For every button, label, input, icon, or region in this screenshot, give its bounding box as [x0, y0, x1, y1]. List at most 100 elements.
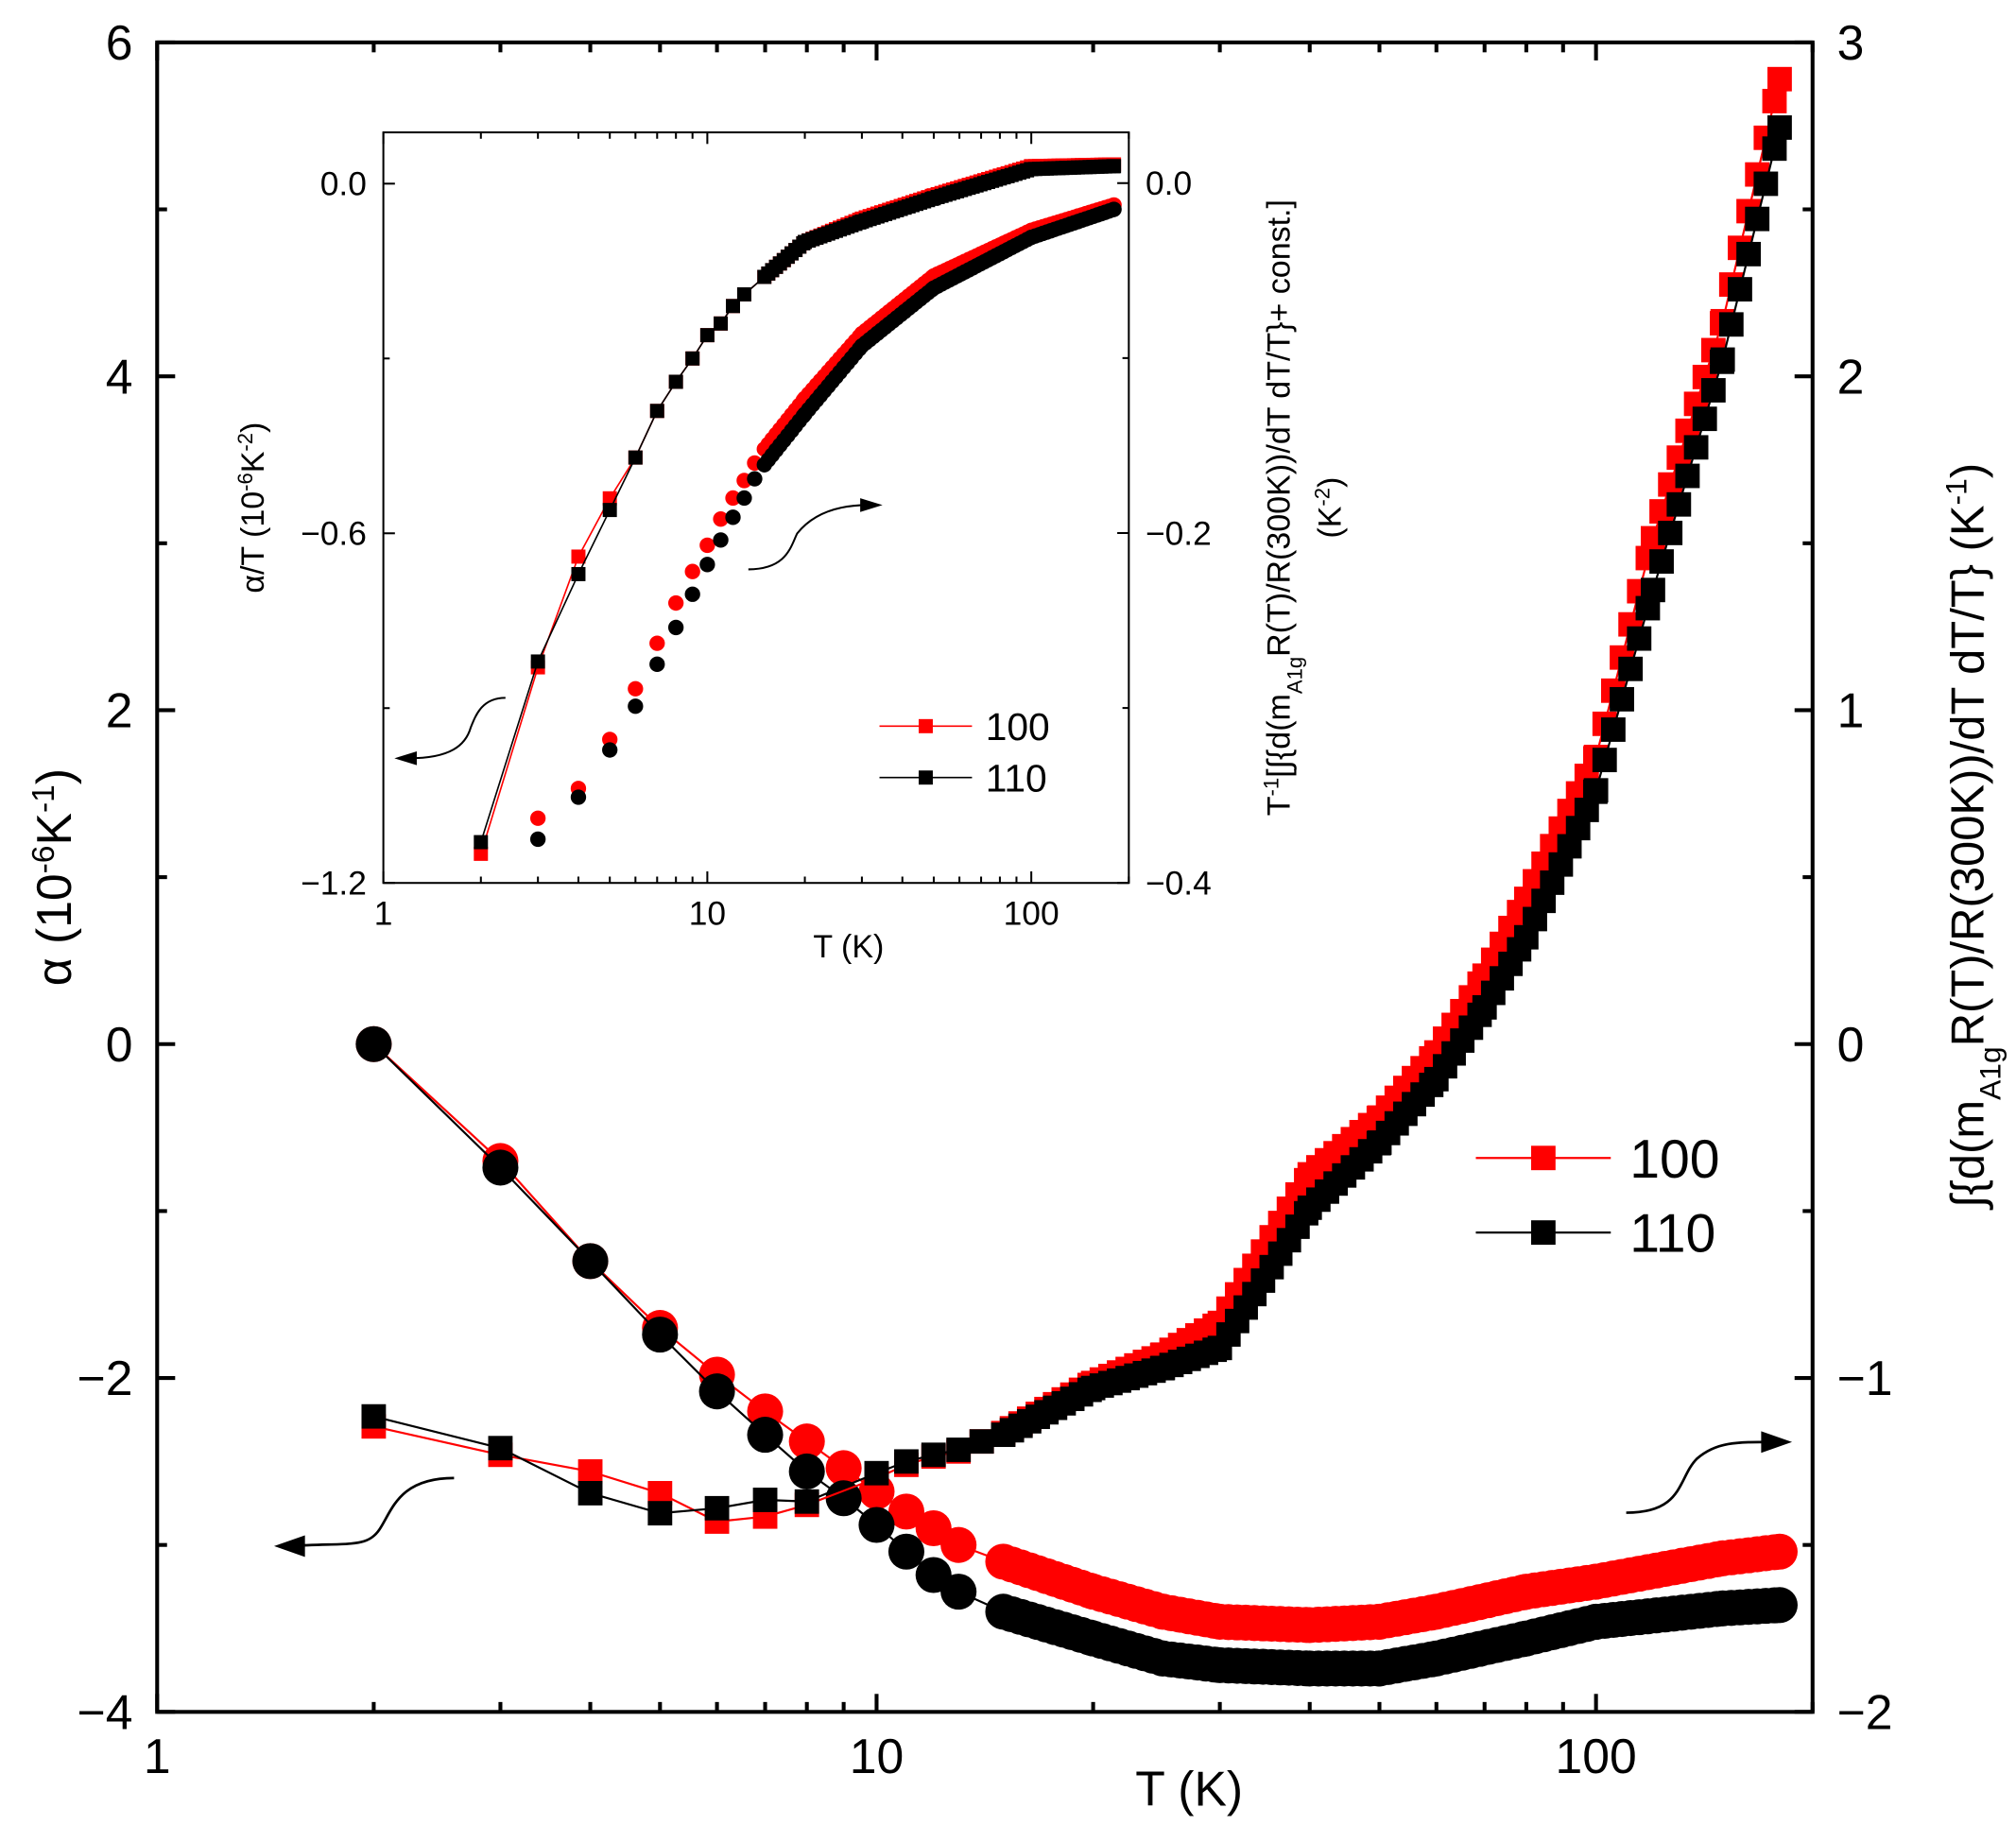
- y-axis-label-right-part: -1: [1259, 778, 1283, 797]
- data-point: [577, 1459, 603, 1484]
- data-point: [887, 1493, 924, 1530]
- y-axis-label-left-part: -6: [233, 473, 257, 491]
- y-tick-label-left: 0.0: [320, 166, 367, 203]
- y-tick-label-left: 4: [106, 349, 133, 404]
- inset-right-arrow-icon: [748, 504, 869, 571]
- data-point: [577, 1481, 603, 1506]
- data-point: [747, 1417, 784, 1454]
- data-point: [642, 1317, 679, 1353]
- data-point: [647, 1501, 673, 1526]
- data-point-dense: [1762, 136, 1787, 162]
- x-tick-label: 10: [689, 895, 726, 932]
- y-axis-label-right-line2-part: (K: [1313, 506, 1349, 538]
- data-point: [887, 1533, 924, 1570]
- legend-label: 110: [986, 756, 1047, 800]
- data-point-dense: [1658, 520, 1683, 545]
- data-point: [488, 1436, 513, 1461]
- data-point: [1710, 347, 1735, 372]
- data-point: [628, 698, 644, 715]
- data-point: [940, 1526, 977, 1563]
- data-point-dense: [1627, 626, 1652, 651]
- data-point: [482, 1149, 519, 1186]
- data-point: [1761, 1587, 1798, 1624]
- y-axis-label-left-part: K: [235, 451, 271, 473]
- data-point: [699, 537, 715, 554]
- data-point-dense: [1745, 206, 1770, 232]
- data-point: [699, 328, 715, 343]
- y-tick-label-left: −1.2: [301, 866, 367, 903]
- y-axis-label-left: α/T (10-6K-2): [233, 422, 272, 594]
- data-point: [1583, 778, 1609, 803]
- y-axis-label-right-line2-part: ): [1313, 477, 1349, 488]
- data-point: [602, 742, 618, 758]
- y-axis-label-right-line2: (K-2): [1310, 477, 1349, 539]
- data-point: [725, 509, 741, 525]
- data-point-dense: [1649, 549, 1674, 575]
- data-point-dense: [1675, 463, 1700, 489]
- y-axis-label-left-part: α (10: [26, 873, 81, 986]
- y-tick-label-right: −0.2: [1146, 515, 1212, 552]
- data-point: [747, 471, 763, 487]
- data-point: [602, 503, 617, 518]
- data-point-dense: [1666, 491, 1692, 517]
- data-point: [858, 1506, 895, 1543]
- data-point: [361, 1403, 387, 1429]
- y-axis-label-right-part: -1: [1939, 478, 1973, 505]
- data-point-dense: [1736, 241, 1761, 267]
- y-axis-label-right-part: R(T)/R(300K))/dT dT/T}+ const.]: [1261, 199, 1297, 657]
- data-point: [704, 1495, 730, 1521]
- y-axis-label-left-part: ): [26, 768, 81, 784]
- data-point-dense: [1618, 656, 1644, 681]
- y-tick-label-right: −2: [1837, 1684, 1893, 1739]
- y-tick-label-right: −1: [1837, 1351, 1893, 1405]
- y-axis-label-right-part: T: [1261, 796, 1297, 816]
- data-point-dense: [1728, 277, 1752, 301]
- data-point: [571, 566, 586, 581]
- legend-label: 100: [1629, 1129, 1719, 1190]
- data-point: [355, 1025, 392, 1062]
- y-tick-label-left: 0: [106, 1017, 133, 1072]
- series-110-square: [474, 159, 1122, 850]
- data-point: [946, 1438, 972, 1462]
- inset-plot: 1 10 100−1.2−0.60.0−0.4−0.20.0T (K)α/T (10…: [233, 131, 1349, 965]
- y-tick-label-left: 6: [106, 15, 133, 70]
- data-point: [685, 351, 700, 366]
- inset-right-arrow-head-icon: [860, 498, 883, 512]
- y-tick-label-right: 1: [1837, 683, 1865, 738]
- left-arrow-icon: [289, 1476, 455, 1548]
- data-point: [684, 586, 700, 602]
- y-tick-label-right: 0.0: [1146, 165, 1192, 202]
- y-axis-label-left: α (10-6K-1): [26, 768, 82, 986]
- x-tick-label: 10: [850, 1729, 904, 1783]
- data-point: [894, 1449, 919, 1474]
- data-point: [788, 1453, 825, 1490]
- y-axis-label-right: ∫{d(mA1gR(T)/R(300K))/dT dT/T} (K-1): [1939, 463, 2007, 1211]
- data-point: [1767, 115, 1792, 140]
- y-tick-label-left: −4: [78, 1684, 133, 1739]
- data-point: [713, 511, 729, 527]
- y-tick-label-right: −0.4: [1146, 866, 1212, 903]
- y-axis-label-right-line2-part: -2: [1310, 488, 1334, 507]
- data-point-dense: [1683, 435, 1709, 460]
- y-tick-label-left: −2: [78, 1351, 133, 1405]
- legend-marker: [1530, 1145, 1556, 1171]
- y-tick-label-right: 2: [1837, 349, 1865, 404]
- data-point: [572, 1243, 609, 1280]
- y-axis-label-right: T-1[∫{d(mA1gR(T)/R(300K))/dT dT/T}+ cons…: [1259, 199, 1306, 816]
- legend-marker: [918, 770, 933, 785]
- legend-marker: [1530, 1220, 1556, 1246]
- data-point: [698, 1373, 735, 1410]
- data-point-dense: [1762, 89, 1787, 113]
- data-point: [570, 789, 587, 805]
- y-axis-label-right-part: ∫{d(m: [1943, 1100, 1994, 1211]
- axis-direction-arrows: [273, 498, 1793, 1558]
- data-point: [825, 1450, 862, 1487]
- data-point-dense: [1592, 748, 1617, 773]
- y-axis-label-left-part: ): [235, 422, 271, 433]
- x-tick-label: 1: [374, 895, 393, 932]
- y-axis-label-left-part: -2: [233, 433, 257, 452]
- data-point: [628, 450, 643, 465]
- y-axis-label-right-part: ): [1943, 463, 1994, 478]
